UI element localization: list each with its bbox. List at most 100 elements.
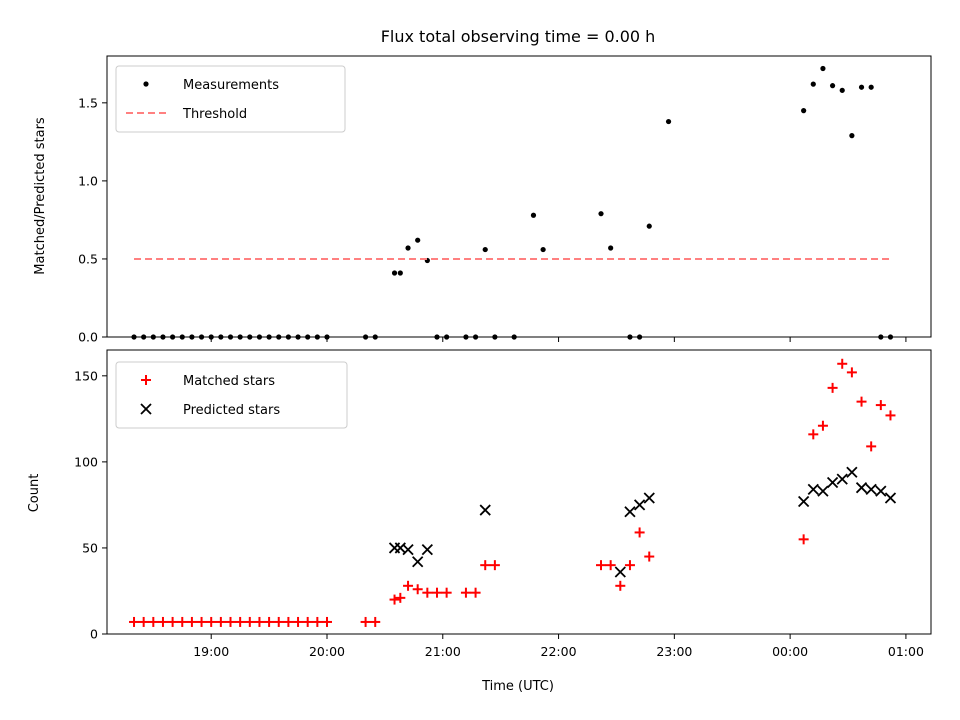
predicted-point	[846, 466, 858, 478]
top-data-marks	[131, 65, 894, 340]
measurement-point	[820, 65, 826, 72]
matched-point	[321, 616, 332, 627]
x-tick-label-0: 19:00	[193, 644, 229, 659]
measurement-point	[160, 334, 166, 340]
bottom-data-marks	[129, 358, 897, 627]
predicted-point	[807, 483, 819, 496]
predicted-point	[614, 566, 626, 578]
matched-point	[244, 616, 255, 627]
measurement-point	[276, 334, 282, 340]
matched-point	[370, 616, 381, 627]
measurement-point	[472, 334, 479, 340]
matched-point	[157, 616, 168, 627]
top-y-axis: 0.0 0.5 1.0 1.5	[78, 95, 107, 345]
bottom-y-tick-label-0: 0	[90, 627, 98, 642]
matched-point	[264, 616, 275, 627]
predicted-point	[817, 485, 829, 497]
measurement-point	[208, 334, 214, 340]
bottom-x-axis: 19:00 20:00 21:00 22:00 23:00 00:00 01:00	[193, 634, 924, 659]
measurement-point	[829, 83, 836, 89]
measurement-point	[189, 334, 195, 340]
measurement-point	[801, 108, 807, 114]
measurement-point	[849, 133, 855, 139]
measurement-point	[608, 245, 614, 251]
predicted-point	[855, 482, 868, 494]
measurement-point	[646, 223, 652, 229]
predicted-point	[402, 544, 414, 556]
matched-point	[624, 560, 635, 571]
matched-point	[885, 410, 896, 421]
x-tick-label-6: 01:00	[888, 644, 924, 659]
measurement-point	[868, 84, 874, 90]
series-matched-stars	[129, 358, 896, 627]
matched-point	[480, 560, 491, 571]
measurement-point	[295, 334, 301, 340]
x-tick-label-5: 00:00	[772, 644, 808, 659]
series-predicted-stars	[388, 466, 897, 578]
matched-point	[167, 616, 178, 627]
measurement-point	[887, 334, 894, 340]
top-y-tick-label-3: 1.5	[78, 95, 98, 110]
bottom-y-tick-label-2: 100	[74, 454, 98, 469]
measurement-point	[598, 211, 604, 217]
matched-point	[422, 587, 433, 598]
predicted-point	[798, 495, 810, 508]
x-tick-label-3: 22:00	[541, 644, 577, 659]
chart-title: Flux total observing time = 0.00 h	[381, 27, 656, 46]
matched-point	[875, 400, 886, 411]
matched-point	[225, 616, 236, 627]
matched-point	[302, 616, 313, 627]
matched-point	[215, 616, 226, 627]
bottom-legend: Matched stars Predicted stars	[115, 361, 348, 429]
predicted-point	[479, 504, 491, 516]
measurement-point	[444, 334, 450, 340]
measurement-point	[362, 334, 369, 340]
predicted-point	[633, 499, 646, 511]
matched-point	[827, 382, 838, 393]
matched-point	[808, 429, 819, 440]
matched-point	[312, 616, 323, 627]
matched-point	[206, 616, 217, 627]
measurement-point	[285, 334, 291, 340]
measurement-point	[530, 212, 537, 218]
measurement-point	[170, 334, 176, 340]
measurement-point	[839, 87, 845, 93]
predicted-point	[643, 492, 655, 504]
measurement-point	[405, 245, 411, 251]
matched-point	[856, 396, 867, 407]
matched-point	[138, 616, 149, 627]
matched-point	[186, 616, 197, 627]
bottom-y-tick-label-3: 150	[74, 368, 98, 383]
measurement-point	[492, 334, 498, 340]
legend-measurements-marker	[143, 81, 149, 87]
measurement-point	[324, 334, 330, 340]
top-panel: 0.0 0.5 1.0 1.5 Matched/Predicted stars Mea…	[33, 55, 932, 345]
measurement-point	[372, 334, 378, 340]
top-y-axis-label: Matched/Predicted stars	[33, 117, 48, 275]
legend-matched-label: Matched stars	[183, 374, 275, 389]
matched-point	[431, 587, 442, 598]
matched-point	[837, 358, 848, 369]
matched-point	[360, 616, 371, 627]
matched-point	[196, 616, 207, 627]
measurement-point	[482, 246, 488, 253]
matched-point	[489, 560, 500, 571]
measurement-point	[218, 334, 224, 340]
measurement-point	[665, 118, 672, 125]
measurement-point	[397, 270, 403, 276]
measurement-point	[314, 334, 320, 340]
measurement-point	[511, 334, 517, 340]
predicted-point	[421, 544, 433, 556]
measurement-point	[858, 84, 865, 90]
measurement-point	[540, 246, 546, 253]
matched-point	[148, 616, 159, 627]
measurement-point	[141, 334, 147, 340]
matched-point	[177, 616, 188, 627]
matched-point	[235, 616, 246, 627]
matched-point	[441, 587, 452, 598]
top-y-tick-label-1: 0.5	[78, 251, 98, 266]
measurement-point	[237, 334, 243, 340]
predicted-point	[875, 485, 887, 497]
predicted-point	[624, 506, 636, 518]
predicted-point	[412, 556, 424, 568]
